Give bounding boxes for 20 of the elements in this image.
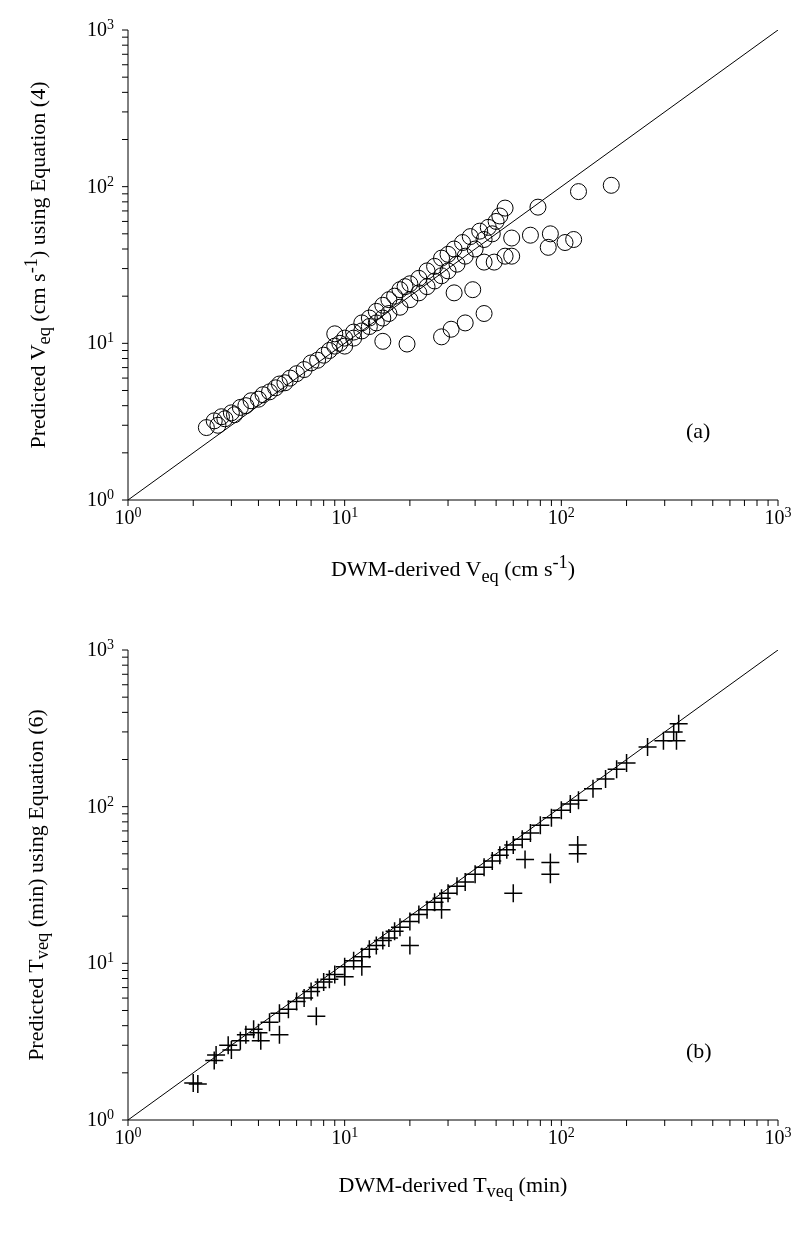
- x-tick-label: 10$^{1}$: [331, 1124, 359, 1148]
- annotation: (a): [686, 418, 711, 444]
- y-tick-label: 10$^{0}$: [87, 1106, 114, 1130]
- x-tick-label: 10$^{0}$: [114, 1124, 142, 1148]
- x-axis-title: DWM-derived T$_{veq}$ (min): [338, 1172, 568, 1203]
- x-tick-label: 10$^{1}$: [331, 504, 359, 528]
- y-tick-label: 10$^{2}$: [87, 793, 114, 817]
- x-tick-label: 10$^{3}$: [764, 1124, 792, 1148]
- y-tick-label: 10$^{3}$: [87, 16, 114, 40]
- y-tick-label: 10$^{1}$: [87, 329, 114, 354]
- x-tick-label: 10$^{2}$: [547, 1124, 575, 1148]
- y-tick-label: 10$^{0}$: [87, 486, 114, 510]
- x-axis-title: DWM-derived V$_{eq}$ (cm s$^{-1}$): [330, 552, 576, 587]
- y-tick-label: 10$^{3}$: [87, 636, 114, 660]
- y-tick-label: 10$^{2}$: [87, 173, 114, 197]
- x-tick-label: 10$^{3}$: [764, 504, 792, 528]
- y-tick-label: 10$^{1}$: [87, 949, 114, 974]
- x-tick-label: 10$^{2}$: [547, 504, 575, 528]
- x-tick-label: 10$^{0}$: [114, 504, 142, 528]
- annotation: (b): [686, 1038, 712, 1064]
